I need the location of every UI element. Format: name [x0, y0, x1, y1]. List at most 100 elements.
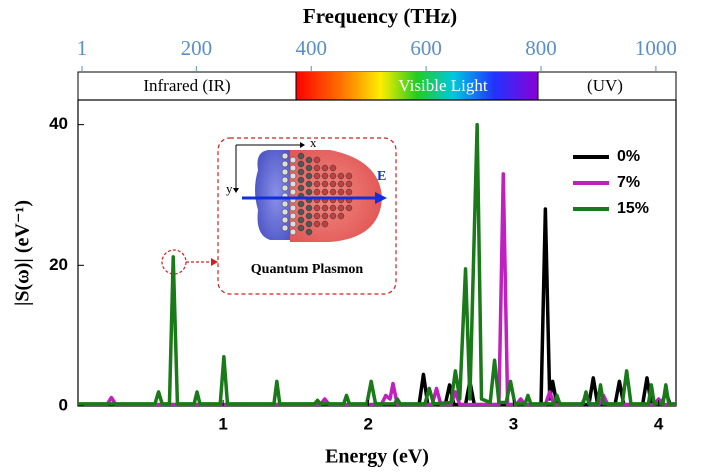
x-tick-label: 1	[218, 414, 227, 433]
x-axis-label: Energy (eV)	[325, 446, 429, 468]
y-axis-label: |S(ω)| (eV⁻¹)	[12, 200, 34, 306]
atom	[321, 212, 329, 220]
x-tick-label: 2	[364, 414, 373, 433]
series-group	[78, 122, 676, 406]
atom	[281, 176, 289, 184]
atom	[313, 220, 321, 228]
atom	[297, 184, 305, 192]
y-tick-label: 20	[49, 255, 68, 274]
atom	[305, 180, 313, 188]
x2-tick-label: 800	[525, 36, 557, 60]
x-tick-label: 4	[654, 414, 664, 433]
inset: x y E Quantum Plasmon	[217, 135, 397, 295]
band-label: Infrared (IR)	[143, 76, 230, 95]
atom	[289, 172, 297, 180]
band-label: (UV)	[587, 76, 623, 95]
atom	[305, 156, 313, 164]
atom	[305, 172, 313, 180]
atom	[329, 188, 337, 196]
legend-label: 15%	[617, 200, 649, 217]
arrow-head	[375, 192, 387, 204]
arrow-head	[211, 258, 218, 266]
atom	[297, 176, 305, 184]
atom	[329, 204, 337, 212]
atom	[313, 212, 321, 220]
atom	[313, 164, 321, 172]
atom	[313, 188, 321, 196]
atom	[289, 204, 297, 212]
atom	[321, 188, 329, 196]
atom	[297, 200, 305, 208]
spectrum-band: Infrared (IR) Visible Light (UV)	[77, 71, 677, 101]
atom	[345, 204, 353, 212]
inset-x-label: x	[310, 135, 317, 150]
atom	[305, 220, 313, 228]
x-tick-label: 3	[509, 414, 518, 433]
atom	[289, 220, 297, 228]
atom	[313, 156, 321, 164]
atom	[289, 188, 297, 196]
atom	[337, 188, 345, 196]
series-line	[78, 122, 676, 406]
atom	[289, 212, 297, 220]
atom	[289, 164, 297, 172]
atom	[337, 180, 345, 188]
atom	[297, 216, 305, 224]
atom	[321, 172, 329, 180]
atom	[337, 204, 345, 212]
atom	[305, 188, 313, 196]
legend-label: 0%	[617, 148, 640, 165]
atom	[281, 184, 289, 192]
x2-tick-label: 600	[410, 36, 442, 60]
atom	[297, 168, 305, 176]
atom	[329, 172, 337, 180]
y-tick-label: 0	[59, 395, 68, 414]
arrow-head	[233, 188, 239, 193]
x2-tick-label: 1000	[635, 36, 677, 60]
atom	[289, 156, 297, 164]
atom	[345, 172, 353, 180]
atom	[321, 220, 329, 228]
atom	[313, 172, 321, 180]
arrow-head	[300, 142, 305, 148]
atom	[281, 200, 289, 208]
atom	[305, 228, 313, 236]
atom	[321, 204, 329, 212]
atoms	[281, 152, 353, 236]
legend-label: 7%	[617, 174, 640, 191]
atom	[289, 228, 297, 236]
charge-blob	[255, 150, 290, 240]
x2-tick-label: 200	[181, 36, 213, 60]
atom	[337, 212, 345, 220]
atom	[337, 172, 345, 180]
atom	[281, 216, 289, 224]
x2-tick-label: 1	[77, 36, 88, 60]
chart-title: Frequency (THz)	[303, 4, 457, 28]
atom	[281, 208, 289, 216]
atom	[345, 180, 353, 188]
atom	[281, 168, 289, 176]
atom	[297, 208, 305, 216]
charge-blob	[290, 150, 382, 242]
atom	[313, 204, 321, 212]
atom	[305, 164, 313, 172]
atom	[329, 212, 337, 220]
atom	[305, 204, 313, 212]
inset-title: Quantum Plasmon	[251, 262, 364, 277]
atom	[313, 180, 321, 188]
atom	[281, 160, 289, 168]
atom	[281, 224, 289, 232]
inset-field-label: E	[377, 169, 386, 184]
atom	[329, 164, 337, 172]
atom	[289, 180, 297, 188]
band-label: Visible Light	[398, 76, 487, 95]
atom	[297, 160, 305, 168]
atom	[281, 152, 289, 160]
atom	[321, 180, 329, 188]
atom	[329, 180, 337, 188]
inset-y-label: y	[226, 181, 233, 196]
atom	[321, 164, 329, 172]
atom	[297, 152, 305, 160]
atom	[297, 224, 305, 232]
